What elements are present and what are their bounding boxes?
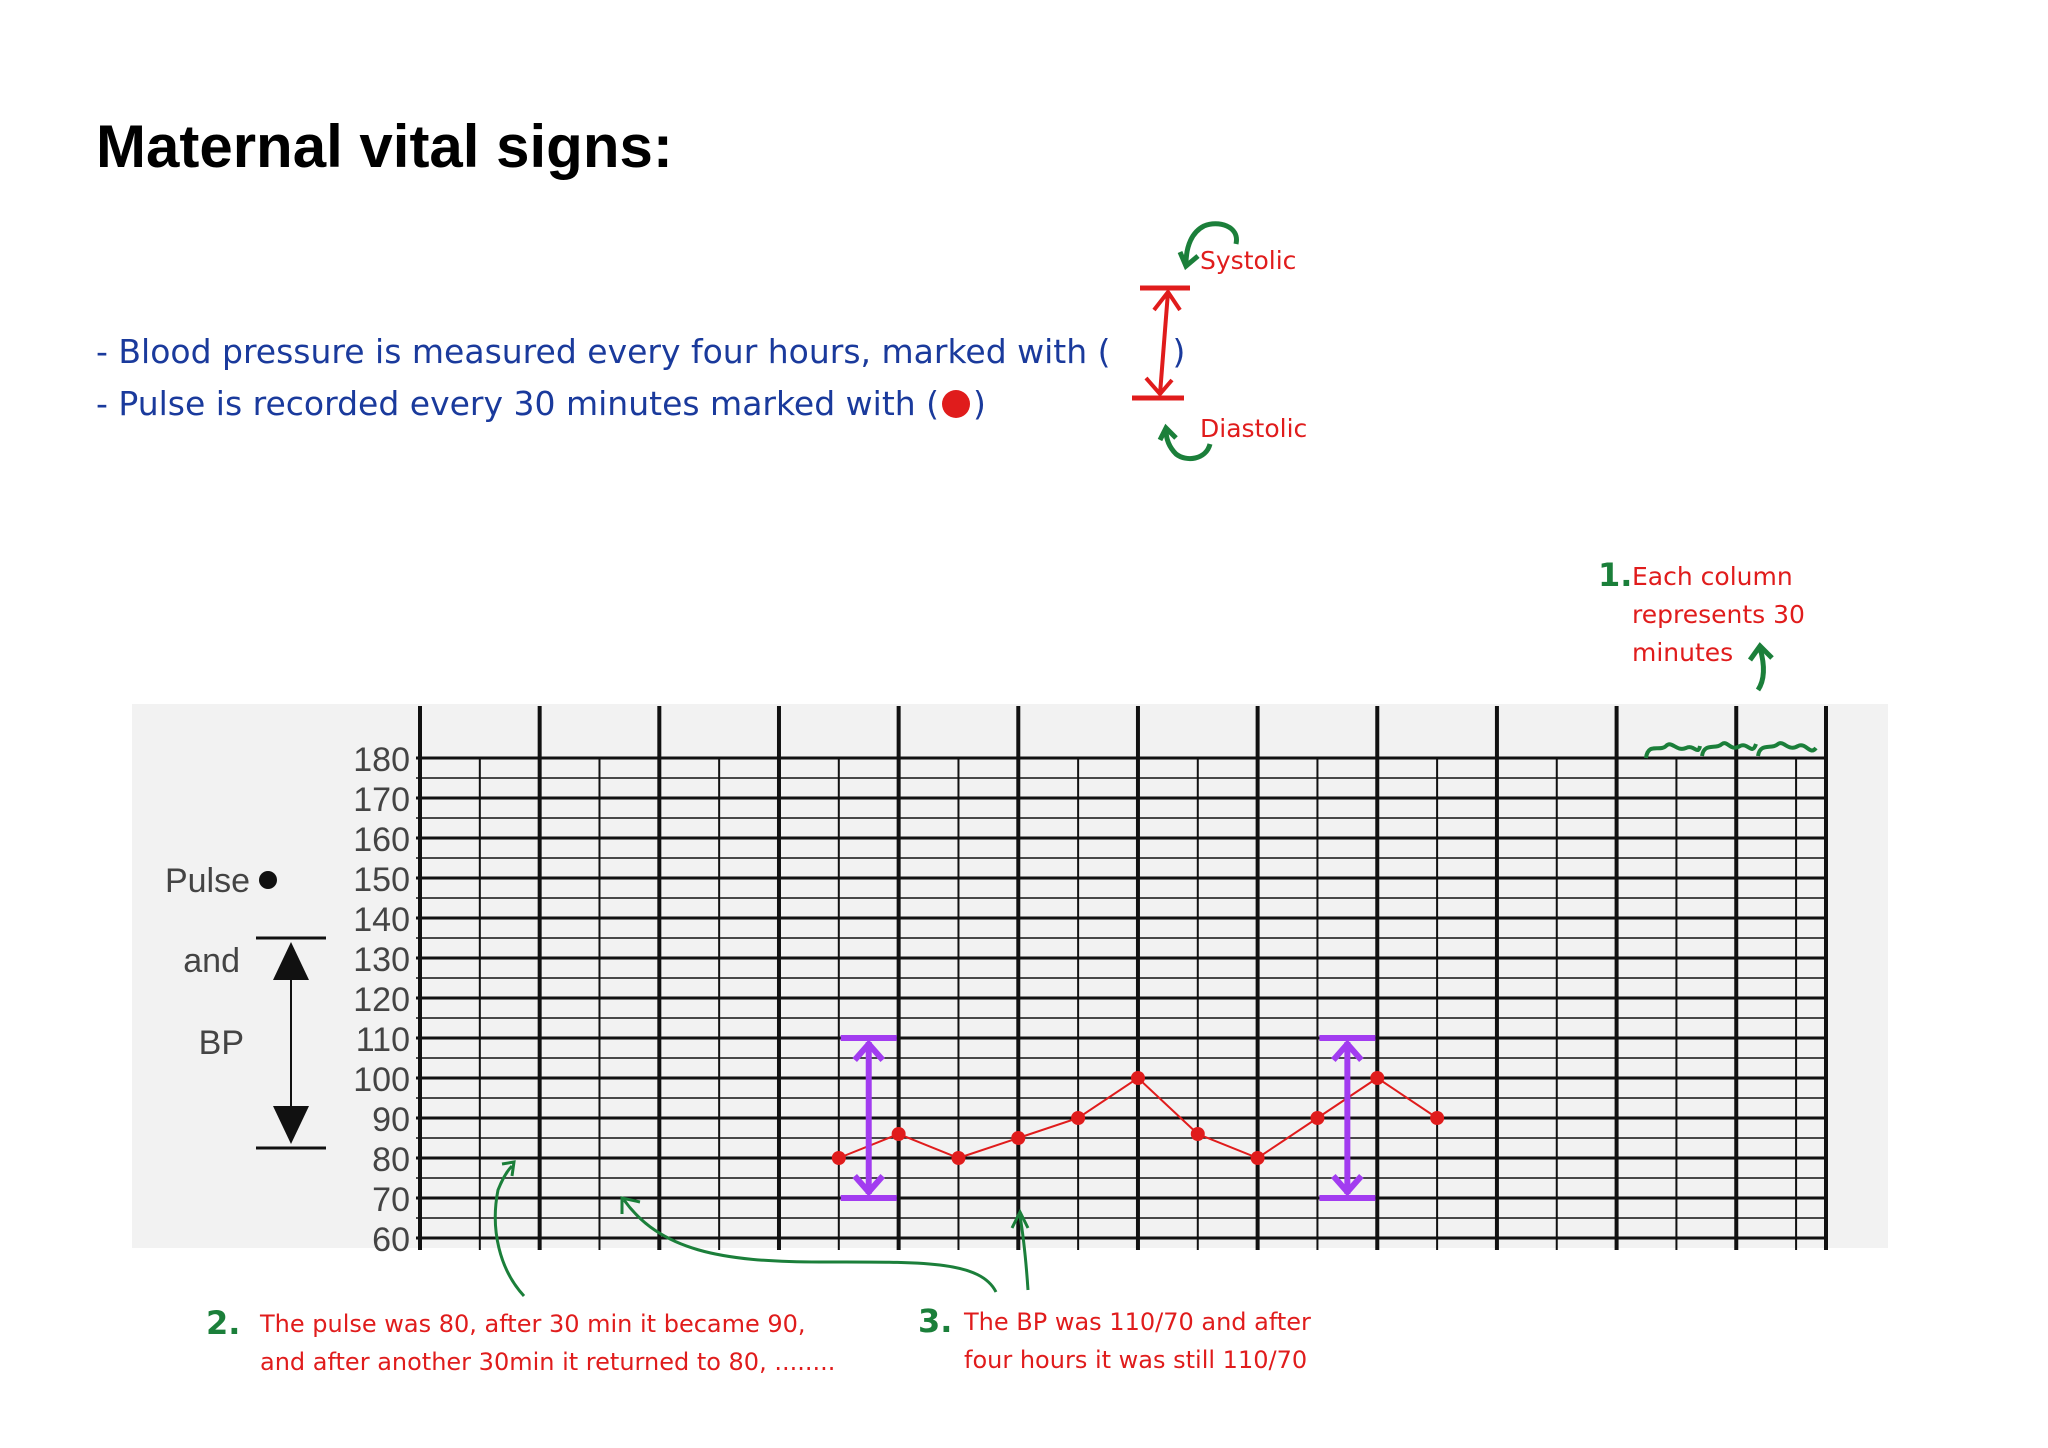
note1-line1: Each column (1632, 562, 1793, 591)
y-tick-label: 130 (353, 941, 410, 979)
pulse-point (951, 1151, 966, 1165)
bp-side-label: BP (199, 1024, 244, 1062)
bp-up-arrow (852, 1039, 885, 1062)
y-tick-label: 100 (353, 1061, 410, 1099)
bp-legend-arrow-icon (256, 936, 326, 1150)
y-tick-label: 80 (372, 1141, 410, 1179)
side-labels: Pulse and BP (165, 862, 326, 1150)
y-tick-label: 170 (353, 781, 410, 819)
note3-line1: The BP was 110/70 and after (964, 1308, 1311, 1336)
y-tick-label: 110 (356, 1021, 410, 1059)
pulse-point (1250, 1151, 1265, 1165)
pulse-point (1130, 1071, 1145, 1085)
note2-number: 2. (206, 1304, 241, 1342)
note1-line2: represents 30 (1632, 600, 1805, 629)
y-tick-label: 60 (372, 1221, 410, 1259)
and-side-label: and (183, 942, 240, 980)
pulse-marker-icon (939, 389, 973, 420)
note3-arrow-icons (620, 1196, 1030, 1293)
bp-up-arrow (1331, 1039, 1364, 1062)
chart-grid (416, 706, 1828, 1250)
page-title: Maternal vital signs: (96, 113, 673, 180)
y-tick-label: 160 (353, 821, 410, 859)
pulse-bullet-close: ) (973, 384, 986, 423)
pulse-point (1190, 1127, 1205, 1141)
bp-bullet-close: ) (1172, 332, 1186, 371)
bp-legend-marker-icon (1132, 285, 1190, 401)
bp-reading (1319, 1035, 1376, 1201)
note1-line3: minutes (1632, 638, 1734, 667)
note2-line2: and after another 30min it returned to 8… (260, 1348, 836, 1376)
note1-number: 1. (1598, 556, 1633, 594)
pulse-point (831, 1151, 846, 1165)
note2-arrow-icon (493, 1160, 526, 1298)
pulse-bullet: - Pulse is recorded every 30 minutes mar… (96, 384, 986, 423)
systolic-label: Systolic (1200, 246, 1297, 275)
column-brace-icons (1644, 741, 1818, 759)
pulse-dot-icon (259, 871, 277, 889)
pulse-point (1071, 1111, 1086, 1125)
y-tick-label: 150 (353, 861, 410, 899)
diastolic-label: Diastolic (1200, 414, 1308, 443)
note3-line2: four hours it was still 110/70 (964, 1346, 1308, 1374)
bp-reading (840, 1035, 897, 1201)
y-tick-label: 70 (372, 1181, 410, 1219)
diastolic-curved-arrow-icon (1157, 423, 1213, 462)
y-tick-label: 120 (353, 981, 410, 1019)
y-tick-label: 180 (353, 741, 410, 779)
y-tick-label: 90 (372, 1101, 410, 1139)
note1-arrow-icon (1747, 642, 1774, 692)
bp-bullet-text: - Blood pressure is measured every four … (96, 332, 1111, 371)
pulse-bullet-text: - Pulse is recorded every 30 minutes mar… (96, 384, 940, 423)
bp-down-arrow (1331, 1174, 1364, 1197)
pulse-point (891, 1127, 906, 1141)
note2-line1: The pulse was 80, after 30 min it became… (260, 1310, 806, 1338)
bp-bullet: - Blood pressure is measured every four … (96, 332, 1185, 371)
pulse-point (1430, 1111, 1445, 1125)
y-tick-label: 140 (353, 901, 410, 939)
pulse-point (1310, 1111, 1325, 1125)
note3-number: 3. (918, 1302, 953, 1340)
bp-down-arrow (852, 1174, 885, 1197)
systolic-curved-arrow-icon (1177, 221, 1239, 271)
bp-series (840, 1035, 1376, 1201)
pulse-series (831, 1071, 1445, 1165)
pulse-point (1011, 1131, 1026, 1145)
pulse-point (1370, 1071, 1385, 1085)
pulse-side-label: Pulse (165, 862, 250, 900)
